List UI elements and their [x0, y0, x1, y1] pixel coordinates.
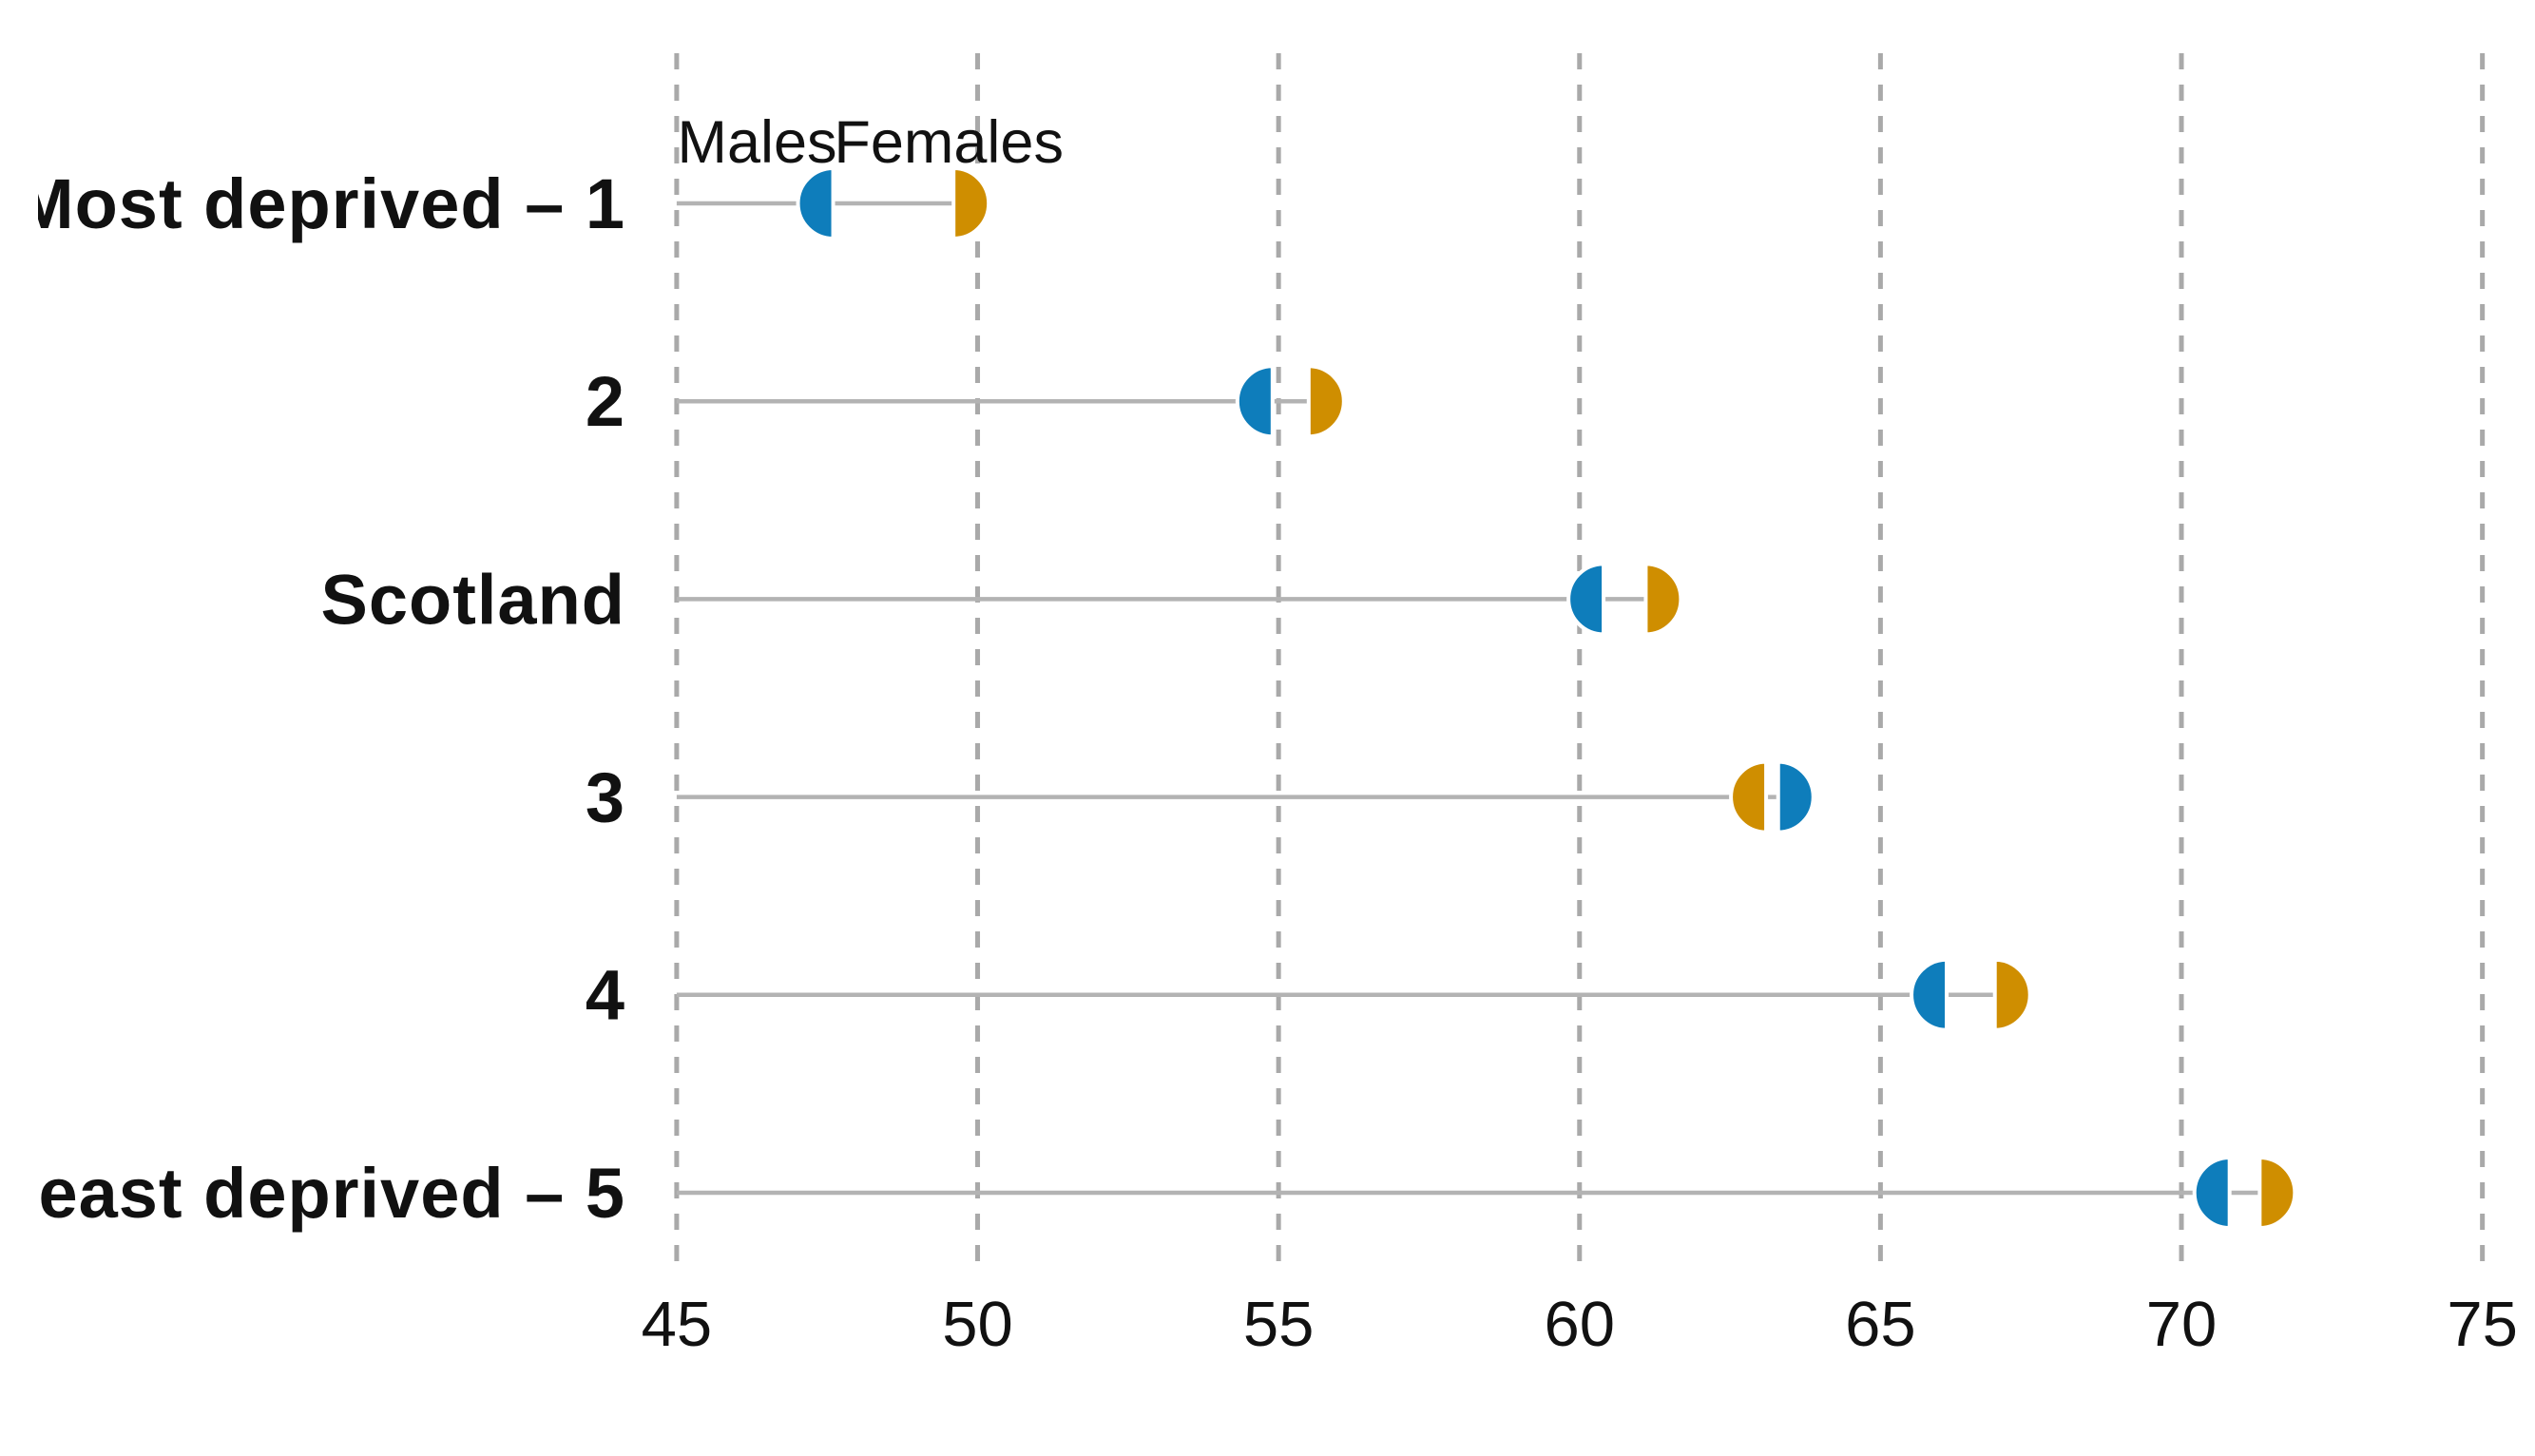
marker-males-row-4 [1910, 957, 1949, 1032]
marker-males-row-2 [1566, 562, 1606, 637]
category-label-4: 4 [586, 956, 625, 1035]
marker-males-row-3 [1776, 759, 1815, 834]
category-label-scotland: Scotland [321, 560, 625, 639]
x-tick-75: 75 [2447, 1289, 2518, 1360]
marker-females-row-0 [951, 165, 991, 241]
category-label-least-deprived-5: Least deprived – 5 [38, 1154, 625, 1233]
x-tick-70: 70 [2146, 1289, 2218, 1360]
x-tick-55: 55 [1243, 1289, 1315, 1360]
marker-females-row-5 [2257, 1155, 2297, 1231]
x-tick-60: 60 [1545, 1289, 1616, 1360]
category-label-most-deprived-1: Most deprived – 1 [38, 164, 625, 243]
dumbbell-chart: 45 50 55 60 65 70 75 Most deprived – 1 2 Scotland… [38, 53, 2518, 1360]
x-tick-65: 65 [1845, 1289, 1916, 1360]
legend-males-label: Males [678, 109, 837, 176]
category-label-2: 2 [586, 362, 625, 441]
x-tick-45: 45 [642, 1289, 713, 1360]
marker-males-row-0 [796, 165, 835, 241]
marker-females-row-4 [1992, 957, 2032, 1032]
marker-females-row-3 [1729, 759, 1769, 834]
marker-males-row-5 [2192, 1155, 2232, 1231]
healthy-life-expectancy-chart: 45 50 55 60 65 70 75 Most deprived – 1 2 Scotland… [38, 15, 2535, 1441]
x-tick-50: 50 [942, 1289, 1013, 1360]
marker-females-row-2 [1643, 562, 1683, 637]
marker-males-row-1 [1235, 364, 1275, 439]
category-label-3: 3 [586, 758, 625, 837]
legend-females-label: Females [834, 109, 1064, 176]
marker-females-row-1 [1306, 364, 1346, 439]
